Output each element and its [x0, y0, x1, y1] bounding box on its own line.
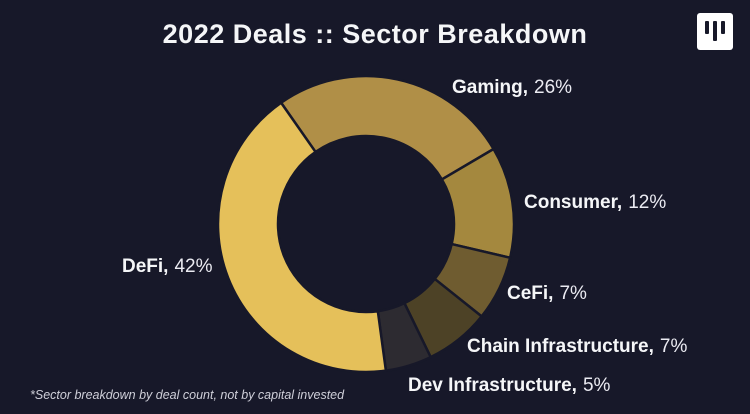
logo-bar-left-icon: [705, 21, 709, 34]
footnote: *Sector breakdown by deal count, not by …: [30, 388, 345, 402]
logo-bar-middle-icon: [713, 21, 717, 41]
segment-value: 42%: [174, 256, 213, 277]
segment-name: Chain Infrastructure,: [467, 336, 654, 357]
segment-label-cefi: CeFi, 7%: [507, 283, 587, 305]
logo-bar-right-icon: [721, 21, 725, 34]
segment-label-defi: DeFi, 42%: [122, 256, 212, 278]
donut-segment-gaming: [279, 74, 495, 181]
segment-label-dev-infrastructure: Dev Infrastructure, 5%: [408, 375, 610, 397]
segment-value: 7%: [659, 336, 688, 357]
segment-label-gaming: Gaming, 26%: [452, 77, 572, 99]
donut-segment-defi: [216, 101, 388, 374]
page-title: 2022 Deals :: Sector Breakdown: [162, 19, 588, 49]
segment-label-chain-infrastructure: Chain Infrastructure, 7%: [467, 336, 687, 358]
segment-name: Consumer,: [524, 192, 623, 213]
segment-name: DeFi,: [122, 256, 169, 277]
segment-name: Dev Infrastructure,: [408, 375, 577, 396]
segment-label-consumer: Consumer, 12%: [524, 192, 666, 214]
segment-name: CeFi,: [507, 283, 554, 304]
segment-value: 12%: [628, 192, 667, 213]
segment-name: Gaming,: [452, 77, 529, 98]
segment-value: 7%: [559, 283, 587, 304]
segment-value: 26%: [534, 77, 573, 98]
brand-logo: [697, 13, 733, 50]
segment-value: 5%: [582, 375, 611, 396]
